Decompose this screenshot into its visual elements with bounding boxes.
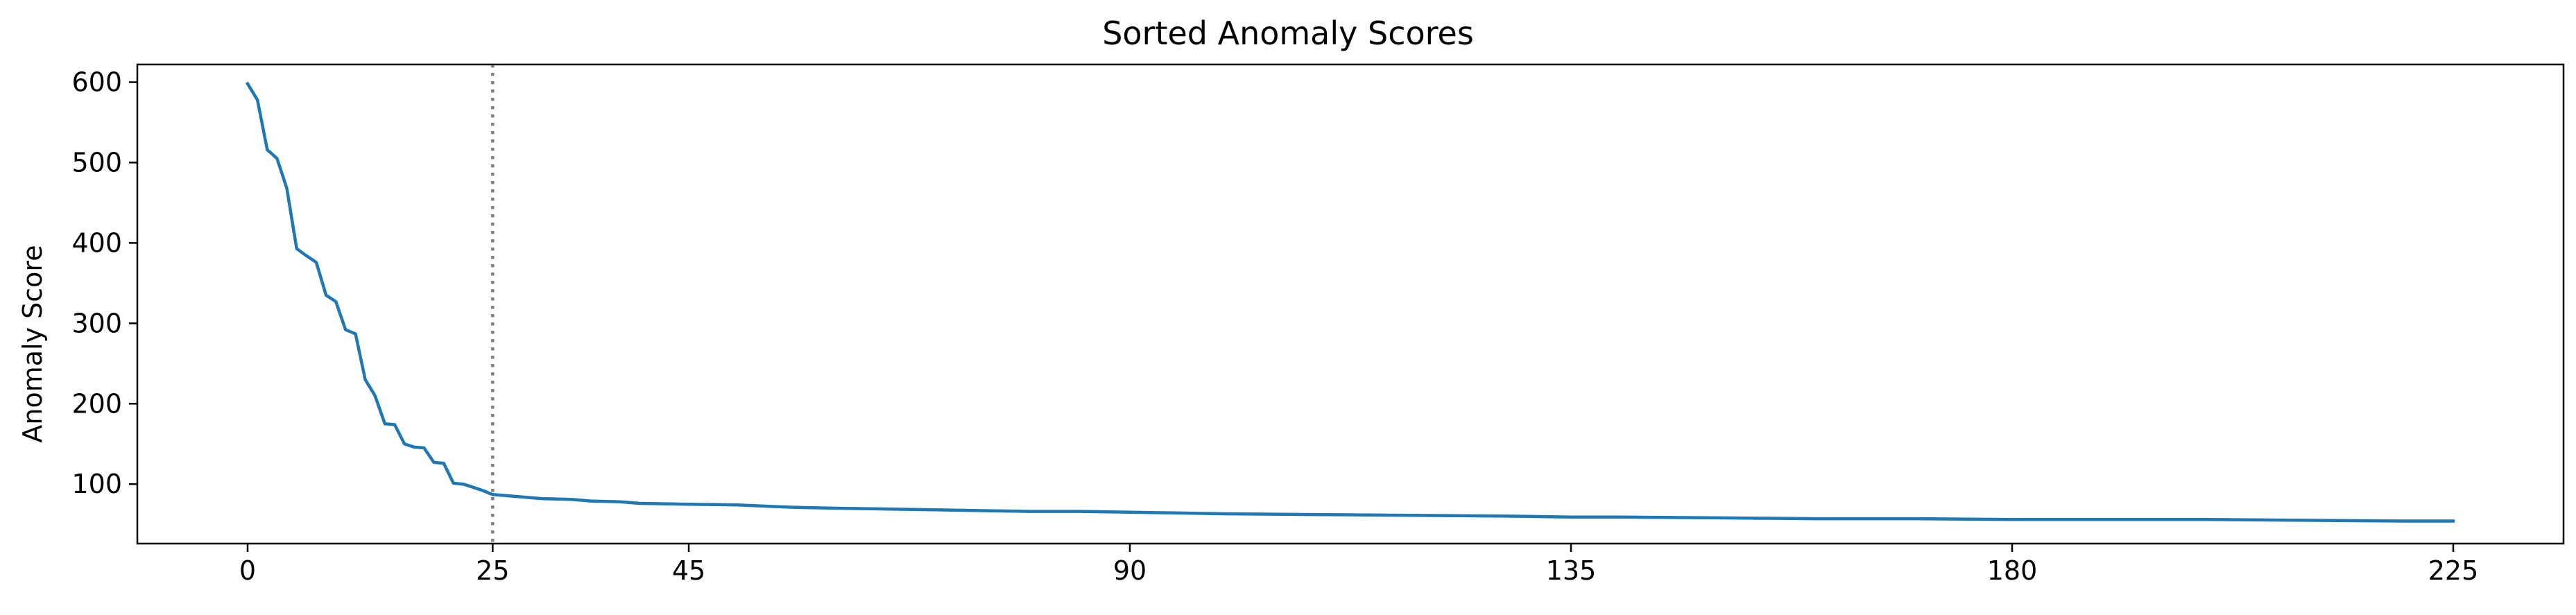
y-tick-label: 100 <box>71 469 122 499</box>
plot-frame <box>136 63 2565 545</box>
x-tick-label: 225 <box>2428 555 2479 586</box>
x-tick-label: 0 <box>239 555 256 586</box>
y-tick-label: 600 <box>71 67 122 98</box>
x-tick-label: 180 <box>1987 555 2038 586</box>
chart-title: Sorted Anomaly Scores <box>1102 15 1474 52</box>
y-tick-label: 300 <box>71 308 122 338</box>
x-tick-label: 45 <box>672 555 705 586</box>
x-tick-label: 135 <box>1546 555 1597 586</box>
x-tick-label: 90 <box>1113 555 1147 586</box>
x-tick-label: 25 <box>476 555 509 586</box>
series-line <box>245 81 2455 523</box>
plot-area: 0 25 45 90 135 180 225 100 200 300 400 500 600 <box>71 64 2478 586</box>
y-tick-label: 400 <box>71 227 122 258</box>
y-tick-label: 200 <box>71 388 122 419</box>
y-tick-label: 500 <box>71 147 122 177</box>
y-axis-label: Anomaly Score <box>17 245 48 442</box>
